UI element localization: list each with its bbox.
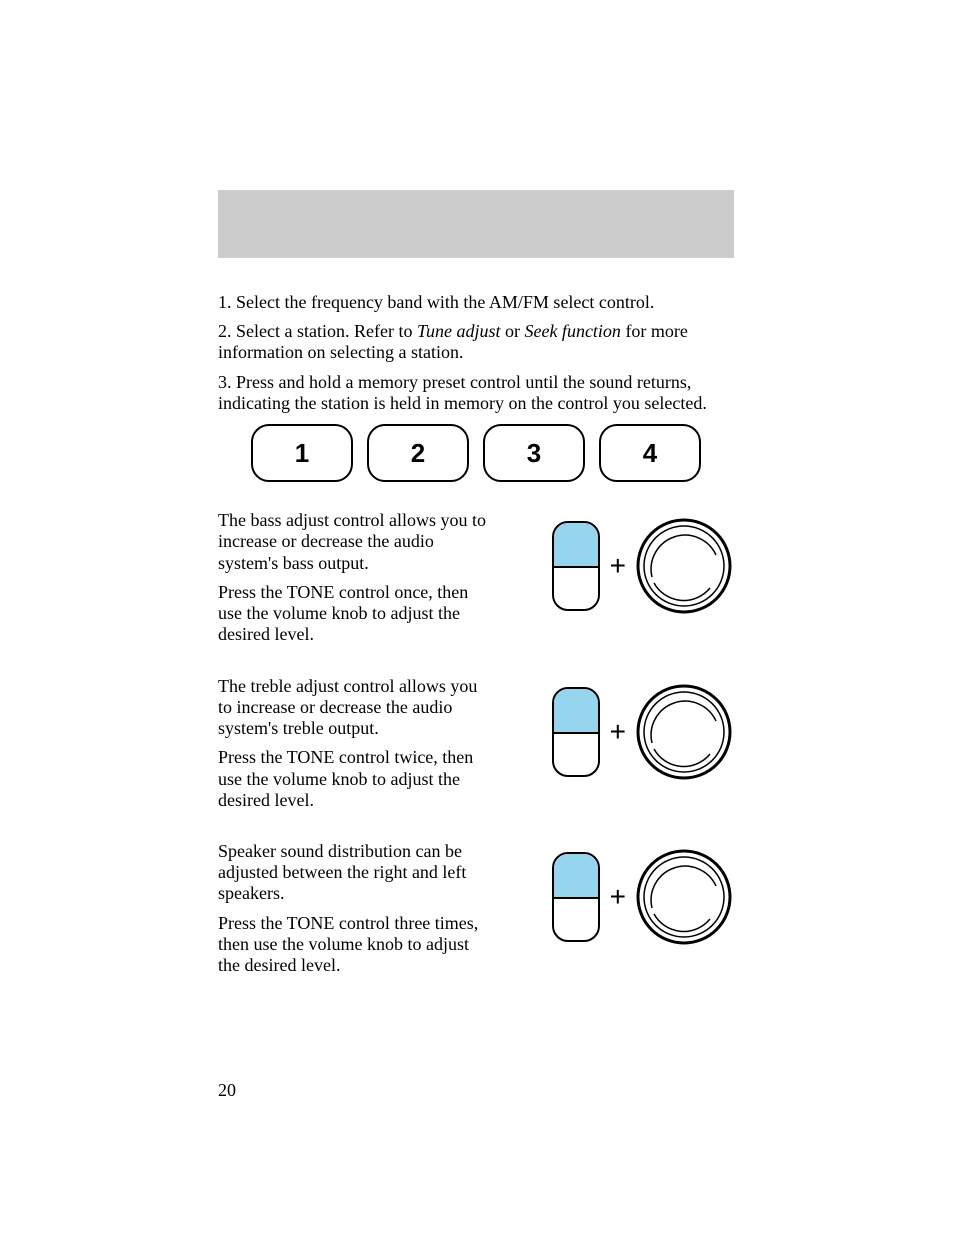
balance-text: Speaker sound distribution can be adjust… — [218, 841, 488, 984]
step2-tune-italic: Tune adjust — [417, 321, 501, 341]
treble-text: The treble adjust control allows you to … — [218, 676, 488, 819]
tone-button-icon — [552, 521, 600, 611]
volume-knob-icon — [634, 847, 734, 947]
instruction-step-2: 2. Select a station. Refer to Tune adjus… — [218, 321, 734, 363]
manual-page: 1. Select the frequency band with the AM… — [0, 0, 954, 1235]
balance-para-2: Press the TONE control three times, then… — [218, 913, 488, 977]
bass-para-2: Press the TONE control once, then use th… — [218, 582, 488, 646]
bass-text: The bass adjust control allows you to in… — [218, 510, 488, 653]
step2-seek-italic: Seek function — [524, 321, 620, 341]
preset-button-2[interactable]: 2 — [367, 424, 469, 482]
instruction-step-1: 1. Select the frequency band with the AM… — [218, 292, 734, 313]
treble-para-1: The treble adjust control allows you to … — [218, 676, 488, 740]
balance-section: Speaker sound distribution can be adjust… — [218, 841, 734, 984]
bass-para-1: The bass adjust control allows you to in… — [218, 510, 488, 574]
plus-icon: + — [610, 718, 626, 746]
bass-diagram: + — [488, 510, 734, 616]
page-number: 20 — [218, 1080, 236, 1101]
step2-text-a: 2. Select a station. Refer to — [218, 321, 417, 341]
step2-or: or — [500, 321, 524, 341]
plus-icon: + — [610, 552, 626, 580]
preset-button-4[interactable]: 4 — [599, 424, 701, 482]
plus-icon: + — [610, 883, 626, 911]
header-bar — [218, 190, 734, 258]
balance-diagram: + — [488, 841, 734, 947]
content-column: 1. Select the frequency band with the AM… — [218, 292, 734, 1006]
tone-button-icon — [552, 687, 600, 777]
volume-knob-icon — [634, 682, 734, 782]
preset-button-1[interactable]: 1 — [251, 424, 353, 482]
volume-knob-icon — [634, 516, 734, 616]
preset-button-3[interactable]: 3 — [483, 424, 585, 482]
treble-diagram: + — [488, 676, 734, 782]
instruction-step-3: 3. Press and hold a memory preset contro… — [218, 372, 734, 414]
bass-section: The bass adjust control allows you to in… — [218, 510, 734, 653]
treble-para-2: Press the TONE control twice, then use t… — [218, 747, 488, 811]
tone-button-icon — [552, 852, 600, 942]
preset-button-row: 1 2 3 4 — [218, 424, 734, 482]
balance-para-1: Speaker sound distribution can be adjust… — [218, 841, 488, 905]
treble-section: The treble adjust control allows you to … — [218, 676, 734, 819]
